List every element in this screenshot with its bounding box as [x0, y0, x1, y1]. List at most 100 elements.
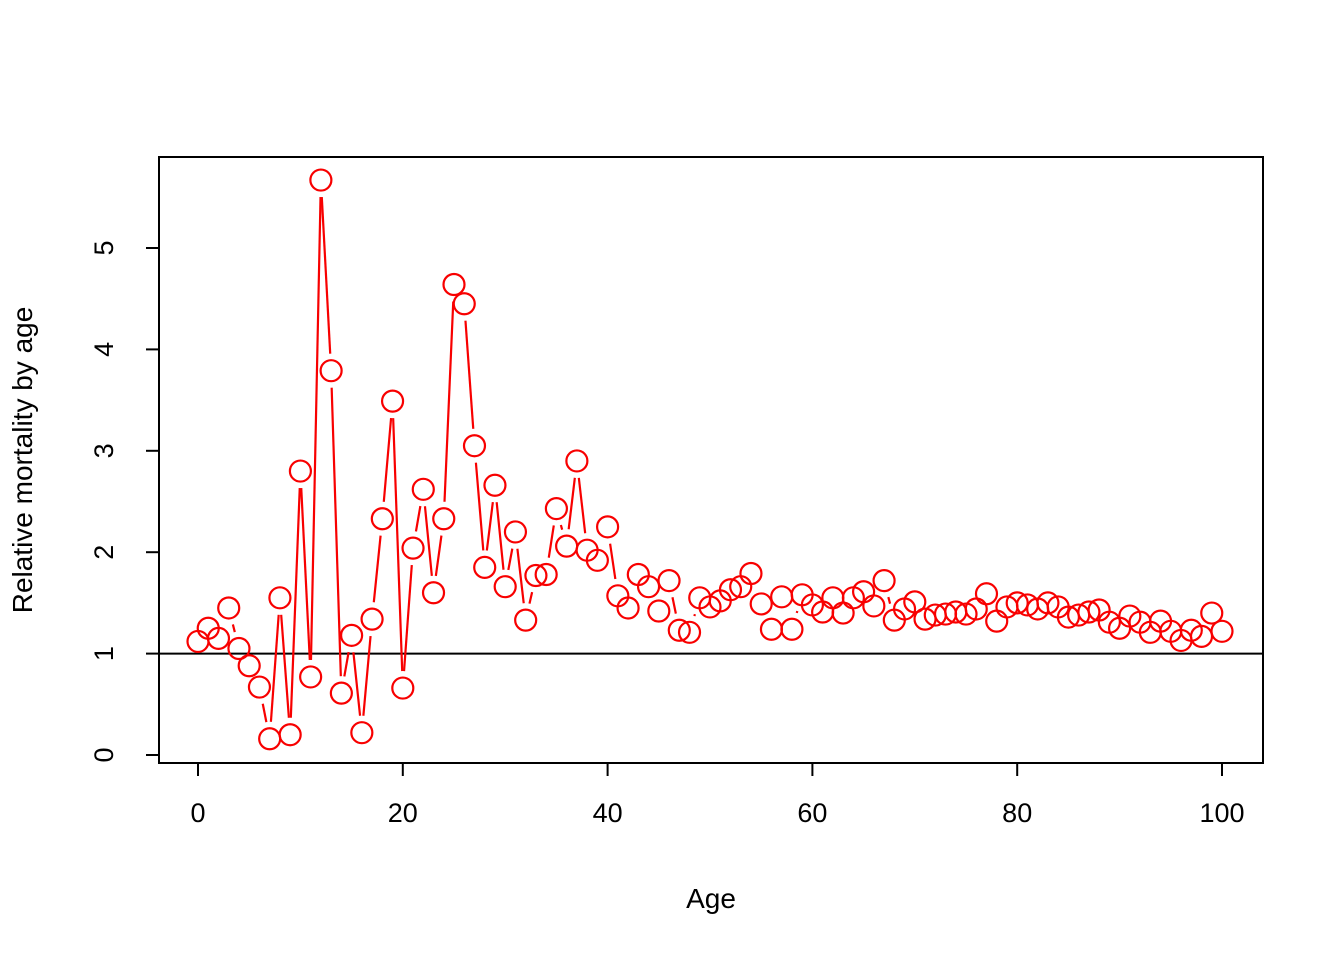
data-point: [657, 568, 681, 593]
series-segment: [382, 417, 393, 502]
series-segment: [300, 488, 311, 660]
series-segment: [577, 477, 587, 534]
series-segment: [443, 301, 455, 502]
data-point: [299, 665, 323, 689]
series-segment: [414, 505, 422, 532]
data-point: [421, 581, 446, 605]
data-point: [534, 562, 558, 587]
y-tick-label: 1: [89, 646, 119, 661]
data-point: [360, 607, 384, 631]
data-point: [1200, 601, 1224, 625]
series-segment: [269, 614, 280, 722]
series-segment: [423, 506, 433, 576]
data-point: [206, 626, 231, 650]
data-point: [268, 586, 292, 610]
series-segment: [516, 548, 525, 604]
plot-border: [158, 156, 1264, 764]
x-tick-label: 80: [1002, 798, 1032, 828]
data-point: [565, 449, 589, 473]
data-point: [391, 676, 415, 700]
series-segment: [320, 196, 332, 354]
data-point: [227, 636, 251, 661]
data-point: [483, 473, 507, 497]
data-point: [473, 555, 497, 580]
data-point: [1005, 591, 1029, 615]
x-tick-label: 20: [388, 798, 418, 828]
data-point: [411, 477, 435, 501]
data-point: [974, 582, 999, 606]
data-point: [595, 515, 620, 539]
data-point: [872, 568, 896, 593]
data-point: [309, 168, 333, 192]
y-tick-label: 0: [89, 747, 119, 762]
data-point: [821, 586, 845, 610]
data-point: [677, 620, 702, 644]
y-axis-label: Relative mortality by age: [7, 307, 38, 614]
series-segment: [507, 548, 514, 571]
data-point: [616, 596, 640, 620]
data-point: [319, 359, 343, 383]
data-point: [462, 434, 487, 458]
data-point: [985, 609, 1009, 633]
data-point: [749, 592, 773, 616]
data-point: [1210, 619, 1234, 643]
data-point: [636, 575, 661, 599]
series-segment: [280, 614, 290, 718]
series-segment: [547, 525, 555, 558]
data-series: [186, 168, 1234, 751]
data-point: [370, 507, 394, 531]
series-segment: [528, 591, 534, 604]
series-segment: [567, 477, 576, 530]
series-segment: [693, 613, 696, 617]
series-segment: [309, 197, 322, 660]
data-point: [585, 548, 609, 572]
data-point: [452, 292, 476, 316]
data-point: [503, 520, 528, 544]
data-point: [258, 727, 282, 751]
series-segment: [392, 418, 404, 672]
series-segment: [495, 502, 505, 570]
data-point: [329, 681, 353, 705]
series-segment: [261, 703, 268, 723]
series-segment: [887, 596, 892, 604]
data-point: [278, 723, 302, 747]
data-point: [555, 534, 579, 558]
data-point: [217, 596, 241, 620]
data-point: [340, 623, 364, 647]
data-point: [442, 272, 466, 297]
series-segment: [231, 624, 236, 633]
data-point: [739, 561, 763, 586]
x-tick-label: 100: [1199, 798, 1244, 828]
series-segment: [352, 652, 362, 716]
data-point: [493, 575, 517, 599]
series-segment: [289, 488, 301, 718]
data-point: [544, 496, 569, 521]
series-segment: [434, 535, 443, 577]
data-point: [524, 563, 548, 588]
data-point: [247, 675, 272, 699]
data-point: [432, 507, 456, 531]
data-point: [770, 585, 794, 609]
series-segment: [330, 387, 342, 677]
y-tick-label: 2: [89, 545, 119, 560]
series-segment: [372, 535, 382, 603]
data-point: [759, 617, 784, 641]
data-point: [1036, 591, 1060, 615]
data-point: [831, 601, 855, 625]
x-axis-label: Age: [686, 883, 736, 914]
series-segment: [362, 635, 372, 716]
series-segment: [343, 651, 350, 677]
x-tick-label: 40: [593, 798, 623, 828]
y-tick-label: 3: [89, 443, 119, 458]
x-axis: 0 20 40 60 80 100: [190, 763, 1245, 828]
y-axis: 0 1 2 3 4 5: [89, 240, 159, 763]
series-segment: [795, 610, 799, 614]
data-point: [401, 536, 425, 560]
x-tick-label: 60: [797, 798, 827, 828]
data-point: [718, 578, 743, 602]
data-point: [647, 599, 671, 623]
data-point: [1077, 600, 1101, 624]
series-segment: [402, 565, 413, 672]
data-point: [667, 618, 691, 642]
